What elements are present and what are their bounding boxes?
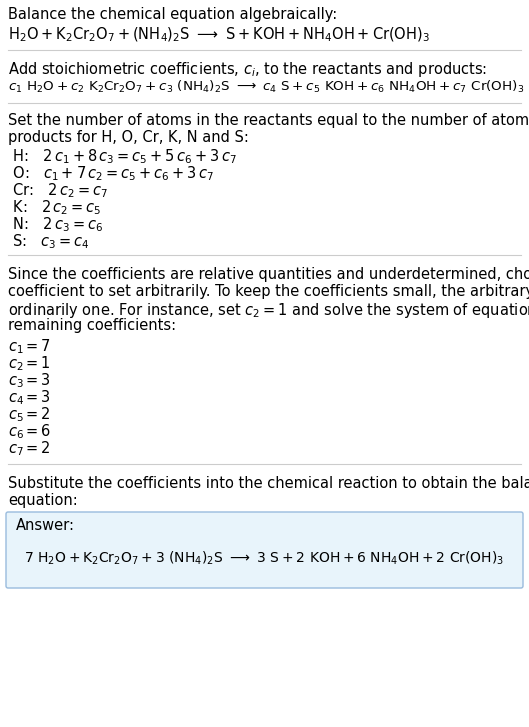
Text: Add stoichiometric coefficients, $c_i$, to the reactants and products:: Add stoichiometric coefficients, $c_i$, … [8,60,487,79]
Text: Balance the chemical equation algebraically:: Balance the chemical equation algebraica… [8,7,338,22]
Text: N:  $\ 2\,c_3 = c_6$: N: $\ 2\,c_3 = c_6$ [8,215,103,233]
Text: $\mathrm{H_2O + K_2Cr_2O_7 + (NH_4)_2S \ \longrightarrow \ S + KOH + NH_4OH + Cr: $\mathrm{H_2O + K_2Cr_2O_7 + (NH_4)_2S \… [8,26,430,44]
Text: $c_3 = 3$: $c_3 = 3$ [8,371,51,390]
Text: equation:: equation: [8,493,78,508]
Text: O:  $\ c_1 + 7\,c_2 = c_5 + c_6 + 3\,c_7$: O: $\ c_1 + 7\,c_2 = c_5 + c_6 + 3\,c_7$ [8,164,214,182]
Text: S:  $\ c_3 = c_4$: S: $\ c_3 = c_4$ [8,232,90,251]
Text: $c_6 = 6$: $c_6 = 6$ [8,422,51,441]
Text: remaining coefficients:: remaining coefficients: [8,318,176,333]
Text: coefficient to set arbitrarily. To keep the coefficients small, the arbitrary va: coefficient to set arbitrarily. To keep … [8,284,529,299]
Text: $c_1\ \mathrm{H_2O} + c_2\ \mathrm{K_2Cr_2O_7} + c_3\ \mathrm{(NH_4)_2S} \ \long: $c_1\ \mathrm{H_2O} + c_2\ \mathrm{K_2Cr… [8,79,524,95]
Text: $c_2 = 1$: $c_2 = 1$ [8,354,51,373]
Text: Cr:  $\ 2\,c_2 = c_7$: Cr: $\ 2\,c_2 = c_7$ [8,181,108,200]
Text: Since the coefficients are relative quantities and underdetermined, choose a: Since the coefficients are relative quan… [8,267,529,282]
Text: Substitute the coefficients into the chemical reaction to obtain the balanced: Substitute the coefficients into the che… [8,476,529,491]
Text: K:  $\ 2\,c_2 = c_5$: K: $\ 2\,c_2 = c_5$ [8,198,102,217]
Text: $c_7 = 2$: $c_7 = 2$ [8,439,51,458]
FancyBboxPatch shape [6,512,523,588]
Text: $c_1 = 7$: $c_1 = 7$ [8,337,51,356]
Text: $7\ \mathrm{H_2O} + \mathrm{K_2Cr_2O_7} + 3\ \mathrm{(NH_4)_2S} \ \longrightarro: $7\ \mathrm{H_2O} + \mathrm{K_2Cr_2O_7} … [24,550,504,567]
Text: ordinarily one. For instance, set $c_2 = 1$ and solve the system of equations fo: ordinarily one. For instance, set $c_2 =… [8,301,529,320]
Text: $c_4 = 3$: $c_4 = 3$ [8,388,51,406]
Text: Answer:: Answer: [16,518,75,533]
Text: Set the number of atoms in the reactants equal to the number of atoms in the
pro: Set the number of atoms in the reactants… [8,113,529,145]
Text: H:  $\ 2\,c_1 + 8\,c_3 = c_5 + 5\,c_6 + 3\,c_7$: H: $\ 2\,c_1 + 8\,c_3 = c_5 + 5\,c_6 + 3… [8,147,237,166]
Text: $c_5 = 2$: $c_5 = 2$ [8,405,51,424]
